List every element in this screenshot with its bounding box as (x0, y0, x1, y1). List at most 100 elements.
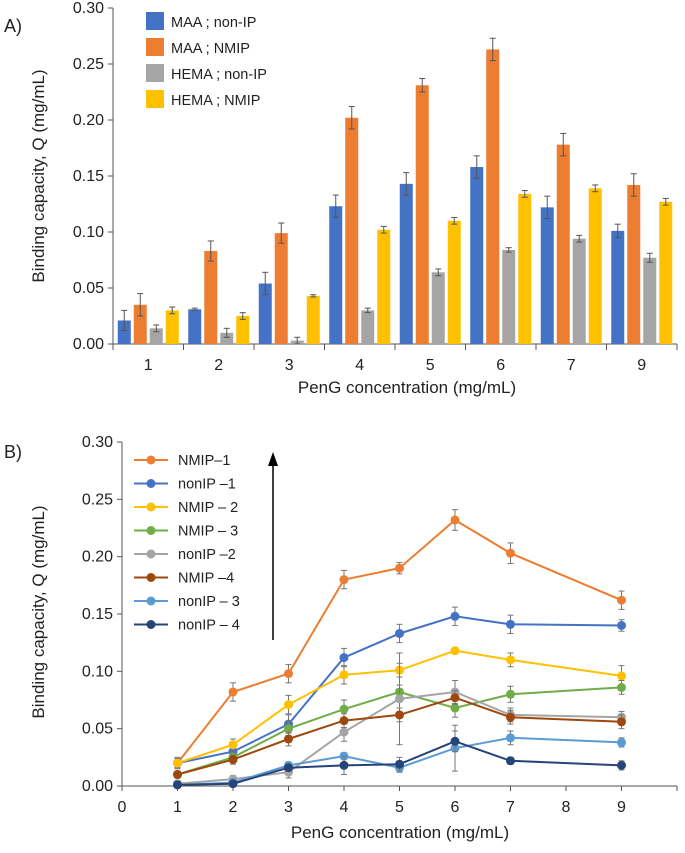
x-tick-label: 2 (214, 357, 223, 374)
bar (643, 257, 657, 344)
y-tick-label: 0.05 (82, 721, 113, 738)
data-point (506, 712, 515, 722)
data-point (339, 727, 349, 737)
data-point (617, 760, 626, 770)
panel-b-plot: 0.00 0.05 0.10 0.15 0.20 0.25 0.30 0 1 2 3 4 5 6 7 8 9 NM… (82, 434, 678, 816)
data-point (395, 694, 404, 704)
data-point (228, 740, 238, 750)
data-point (506, 756, 515, 766)
bar (377, 229, 391, 344)
bar (149, 328, 163, 344)
x-axis-label-a: PenG concentration (mg/mL) (298, 378, 516, 397)
legend-label: NMIP–1 (178, 453, 230, 469)
bar (236, 316, 250, 344)
data-point (617, 717, 626, 727)
bar (518, 193, 532, 344)
data-point (617, 620, 626, 630)
legend-label: HEMA ; non-IP (171, 67, 267, 83)
bar (274, 233, 288, 344)
bar (188, 309, 202, 344)
data-point (395, 628, 404, 638)
bar (572, 238, 586, 344)
x-tick-label: 7 (567, 357, 576, 374)
data-point (173, 758, 182, 768)
legend-swatch (146, 64, 164, 82)
x-tick-label: 1 (173, 799, 182, 816)
data-point (228, 779, 238, 789)
x-tick-label: 8 (562, 799, 571, 816)
x-tick-label: 2 (229, 799, 238, 816)
legend-label: nonIP –2 (178, 547, 236, 563)
data-point (506, 619, 515, 629)
x-tick-label: 7 (506, 799, 515, 816)
series-line (177, 686, 622, 776)
legend-marker (146, 620, 156, 629)
y-axis-label-a: Binding capacity, Q (mg/mL) (29, 69, 48, 282)
bar (306, 295, 320, 344)
series-line (177, 615, 622, 765)
bar (447, 220, 461, 344)
data-point (450, 703, 460, 713)
data-point (339, 575, 349, 585)
y-tick-label: 0.25 (82, 491, 113, 508)
legend-label: NMIP – 3 (178, 524, 238, 540)
y-tick-label: 0.15 (73, 168, 104, 185)
legend-label: MAA ; non-IP (171, 15, 256, 31)
legend-marker (146, 479, 156, 488)
data-point (228, 755, 238, 765)
series-line (177, 740, 622, 786)
data-point (617, 595, 626, 605)
data-point (284, 700, 293, 710)
y-tick-label: 0.10 (73, 224, 104, 241)
x-axis-label-b: PenG concentration (mg/mL) (291, 823, 509, 842)
legend-arrow-head (268, 452, 278, 466)
x-tick-label: 4 (355, 357, 364, 374)
bar (502, 249, 516, 344)
bar (345, 117, 359, 344)
bar (361, 310, 375, 344)
bar (588, 188, 602, 344)
x-tick-label: 6 (496, 357, 505, 374)
legend-marker (146, 502, 156, 512)
bar (431, 272, 445, 344)
data-point (506, 655, 515, 665)
data-point (339, 653, 349, 663)
data-point (173, 770, 182, 780)
panel-label-a: A) (4, 16, 22, 36)
data-point (617, 671, 626, 681)
panel-label-b: B) (4, 442, 22, 462)
x-tick-label: 6 (451, 799, 460, 816)
data-point (617, 682, 626, 692)
x-tick-label: 3 (285, 357, 294, 374)
bar (117, 320, 131, 344)
data-point (339, 670, 349, 680)
series-line (177, 696, 622, 776)
data-point (450, 611, 460, 621)
y-tick-label: 0.00 (82, 778, 113, 795)
data-point (506, 733, 515, 743)
legend-marker (146, 573, 156, 582)
legend-marker (146, 455, 156, 465)
bar (329, 206, 343, 344)
data-point (284, 724, 293, 734)
data-point (506, 548, 515, 558)
x-tick-label: 9 (637, 357, 646, 374)
series-line (177, 649, 622, 765)
bar (258, 283, 272, 344)
legend-label: MAA ; NMIP (171, 41, 250, 57)
bar (486, 49, 500, 344)
y-tick-label: 0.15 (82, 606, 113, 623)
x-tick-label: 4 (340, 799, 349, 816)
y-tick-label: 0.30 (73, 0, 104, 17)
data-point (395, 759, 404, 769)
x-tick-label: 3 (284, 799, 293, 816)
bar (133, 304, 147, 344)
panel-a-plot: 0.00 0.05 0.10 0.15 0.20 0.25 0.30 1 2 3 4 5 6 7 9 MAA … (73, 0, 678, 374)
bar (540, 207, 554, 344)
y-tick-label: 0.20 (73, 112, 104, 129)
data-point (617, 737, 626, 747)
data-point (450, 736, 460, 746)
bar (165, 310, 179, 344)
data-point (506, 689, 515, 699)
data-point (228, 687, 238, 697)
